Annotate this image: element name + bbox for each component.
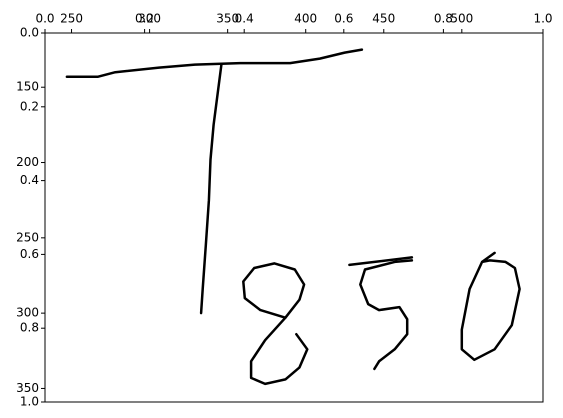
x-tick-label: 0.0 xyxy=(35,12,54,26)
stroke-line xyxy=(199,63,223,315)
plot-frame xyxy=(44,32,544,403)
y-tick-label: 0.6 xyxy=(20,247,39,261)
x-tick-label: 0.8 xyxy=(434,12,453,26)
x-tick-label: 300 xyxy=(138,12,161,26)
x-tick-label: 400 xyxy=(294,12,317,26)
stroke-line xyxy=(359,259,414,371)
y-tick-label: 0.0 xyxy=(20,26,39,40)
y-tick-label: 1.0 xyxy=(20,395,39,409)
y-tick-label: 300 xyxy=(16,306,39,320)
y-tick-label: 0.4 xyxy=(20,173,39,187)
y-tick-label: 0.2 xyxy=(20,99,39,113)
x-tick-label: 450 xyxy=(372,12,395,26)
y-tick-label: 150 xyxy=(16,80,39,94)
y-tick-label: 0.8 xyxy=(20,321,39,335)
stroke-line xyxy=(242,262,309,386)
x-tick-label: 0.4 xyxy=(235,12,254,26)
stroke-line xyxy=(460,251,521,362)
y-tick-label: 350 xyxy=(16,381,39,395)
x-tick-label: 250 xyxy=(60,12,83,26)
stroke-line xyxy=(65,48,364,78)
x-tick-label: 0.2 xyxy=(135,12,154,26)
x-tick-label: 500 xyxy=(450,12,473,26)
stroke-line xyxy=(348,256,414,267)
x-tick-label: 350 xyxy=(216,12,239,26)
x-tick-label: 0.6 xyxy=(334,12,353,26)
x-tick-label: 1.0 xyxy=(533,12,552,26)
y-tick-label: 200 xyxy=(16,155,39,169)
y-tick-label: 250 xyxy=(16,230,39,244)
